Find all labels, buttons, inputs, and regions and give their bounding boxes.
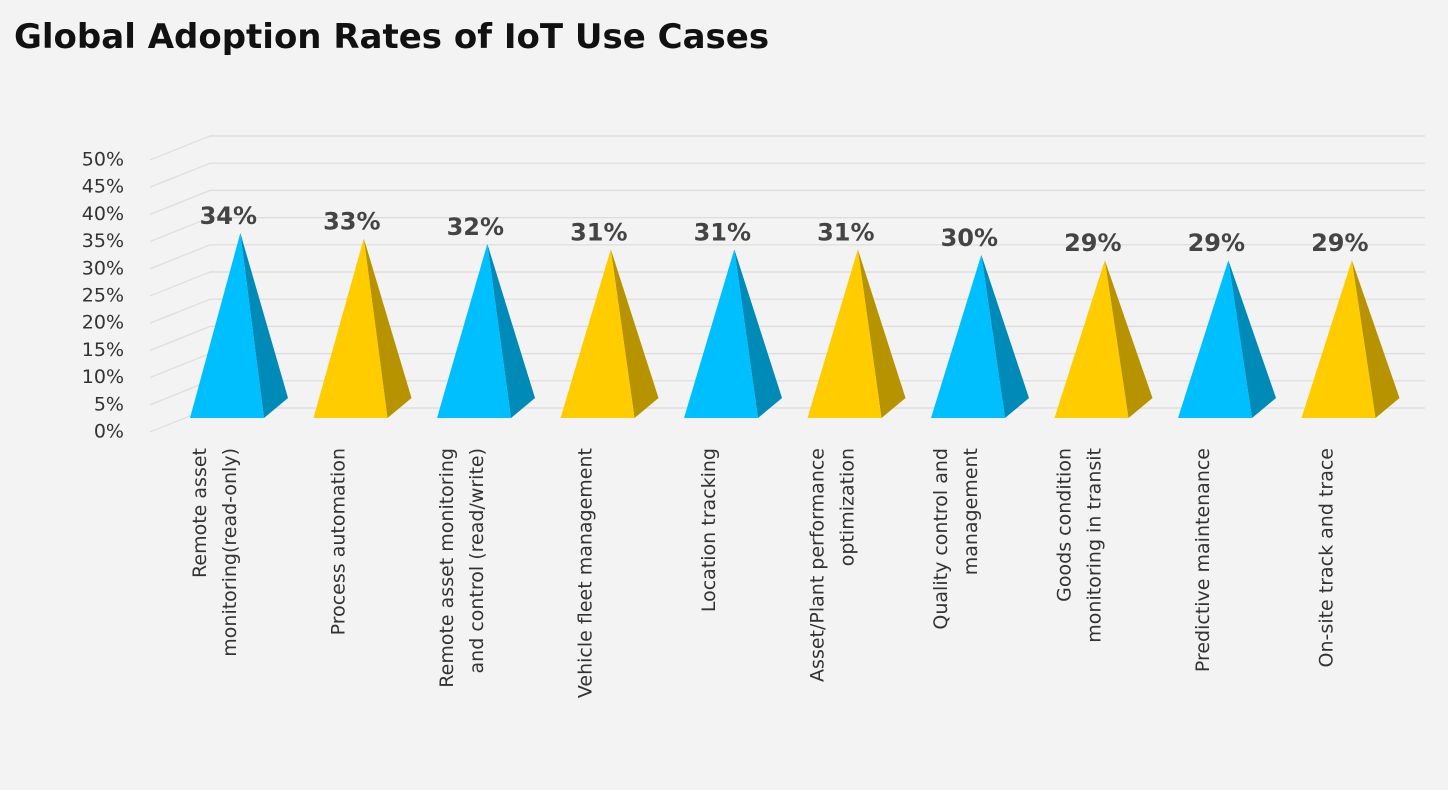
- x-tick-label: Process automation: [327, 448, 349, 635]
- y-tick-label: 45%: [82, 176, 124, 198]
- grid-line: [149, 217, 1425, 243]
- x-tick-label: Quality control and management: [930, 448, 982, 630]
- pyramid-front: [313, 238, 388, 418]
- x-tick-label: Goods condition monitoring in transit: [1053, 448, 1105, 643]
- value-label: 29%: [1188, 229, 1245, 257]
- pyramid-front: [437, 243, 511, 418]
- y-tick-label: 35%: [82, 230, 124, 252]
- pyramid-front: [560, 249, 635, 418]
- pyramid-shade: [610, 249, 659, 418]
- y-tick-label: 25%: [82, 285, 124, 307]
- x-tick-label: Asset/Plant performance optimization: [806, 448, 858, 682]
- pyramid-side: [1228, 260, 1276, 418]
- x-tick-label: Remote asset monitoring and control (read…: [436, 448, 488, 688]
- x-tick-label: Remote asset monitoring(read-only): [189, 448, 241, 657]
- pyramid-front: [190, 233, 264, 418]
- x-tick-label: Location tracking: [698, 448, 720, 612]
- pyramid-front: [1301, 260, 1376, 418]
- pyramid-front: [931, 254, 1005, 418]
- value-label: 31%: [570, 218, 627, 246]
- grid-line: [149, 244, 1425, 270]
- pyramid-shade: [1104, 260, 1153, 418]
- pyramid-front: [1054, 260, 1129, 418]
- x-tick-label: Predictive maintenance: [1192, 448, 1214, 672]
- y-tick-label: 0%: [94, 421, 124, 443]
- y-tick-label: 30%: [82, 257, 124, 279]
- pyramid: [190, 233, 288, 418]
- value-label: 29%: [1064, 229, 1121, 257]
- pyramid: [560, 249, 659, 418]
- value-label: 29%: [1311, 229, 1368, 257]
- grid-line: [149, 189, 1425, 215]
- value-label: 31%: [817, 218, 874, 246]
- pyramid: [437, 243, 535, 418]
- y-tick-label: 5%: [94, 393, 124, 415]
- pyramid: [931, 254, 1029, 418]
- value-label: 31%: [694, 218, 751, 246]
- pyramid: [1054, 260, 1153, 418]
- chart-title: Global Adoption Rates of IoT Use Cases: [14, 17, 769, 57]
- pyramid: [313, 238, 412, 418]
- value-label: 34%: [200, 202, 257, 230]
- pyramid-front: [684, 249, 758, 418]
- pyramid-side: [1104, 260, 1153, 418]
- pyramid-side: [1351, 260, 1400, 418]
- pyramid-side: [363, 238, 412, 418]
- x-tick-label: Vehicle fleet management: [574, 448, 596, 698]
- y-tick-label: 50%: [82, 149, 124, 171]
- pyramid-shade: [857, 249, 906, 418]
- pyramid-shade: [981, 254, 1029, 418]
- value-label: 33%: [323, 207, 380, 235]
- pyramid-side: [734, 249, 782, 418]
- pyramid-shade: [1351, 260, 1400, 418]
- grid-line: [149, 298, 1425, 324]
- pyramid-shade: [363, 238, 412, 418]
- pyramid: [1178, 260, 1276, 418]
- grid-line: [149, 135, 1425, 161]
- pyramid-side: [240, 233, 288, 418]
- pyramid-shade: [487, 243, 535, 418]
- pyramid-side: [981, 254, 1029, 418]
- y-tick-label: 10%: [82, 366, 124, 388]
- grid-line: [149, 271, 1425, 297]
- pyramid: [807, 249, 906, 418]
- x-tick-label: On-site track and trace: [1315, 448, 1337, 667]
- pyramid-side: [487, 243, 535, 418]
- pyramid: [684, 249, 782, 418]
- grid-line: [149, 162, 1425, 188]
- pyramid-side: [857, 249, 906, 418]
- pyramid-front: [1178, 260, 1252, 418]
- value-label: 30%: [941, 224, 998, 252]
- pyramid-front: [807, 249, 882, 418]
- pyramid: [1301, 260, 1400, 418]
- y-tick-label: 40%: [82, 203, 124, 225]
- y-tick-label: 15%: [82, 339, 124, 361]
- y-tick-label: 20%: [82, 312, 124, 334]
- grid-line: [149, 325, 1425, 351]
- pyramid-side: [610, 249, 659, 418]
- value-label: 32%: [447, 213, 504, 241]
- pyramid-shade: [240, 233, 288, 418]
- pyramid-shade: [734, 249, 782, 418]
- pyramid-shade: [1228, 260, 1276, 418]
